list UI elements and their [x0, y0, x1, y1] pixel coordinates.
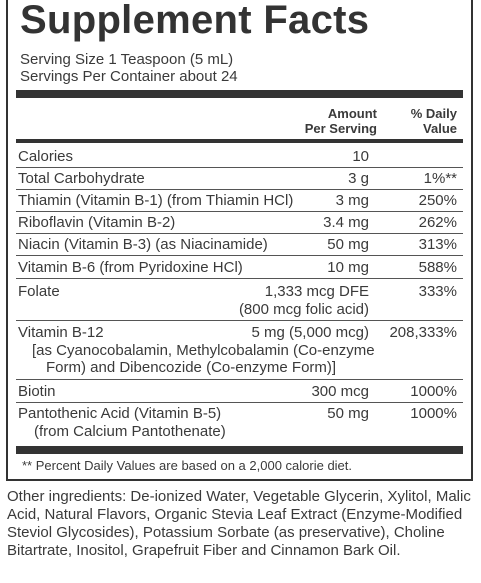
- row-divider: [16, 233, 463, 234]
- row-divider: [16, 379, 463, 380]
- row-divider: [16, 189, 463, 190]
- daily-value-footnote: ** Percent Daily Values are based on a 2…: [22, 458, 353, 473]
- daily-value-header: % Daily Value: [410, 106, 457, 136]
- vitamin-b12-forms-line2: Form) and Dibencozide (Co-enzyme Form)]: [46, 359, 337, 376]
- other-ingredients: Other ingredients: De-ionized Water, Veg…: [7, 488, 471, 559]
- row-divider: [16, 255, 463, 256]
- header-divider: [16, 139, 463, 143]
- supplement-facts-panel: Supplement Facts Serving Size 1 Teaspoon…: [6, 0, 473, 481]
- amount-header: Amount Per Serving: [304, 106, 377, 136]
- vitamin-b12-forms-line1: [as Cyanocobalamin, Methylcobalamin (Co-…: [32, 342, 375, 359]
- row-divider: [16, 402, 463, 403]
- row-divider: [16, 167, 463, 168]
- thick-divider-bottom: [16, 446, 463, 454]
- serving-size: Serving Size 1 Teaspoon (5 mL): [20, 51, 234, 68]
- pantothenic-source: (from Calcium Pantothenate): [34, 423, 226, 440]
- thick-divider-top: [16, 90, 463, 98]
- row-divider: [16, 278, 463, 279]
- panel-title: Supplement Facts: [20, 0, 370, 42]
- servings-per-container: Servings Per Container about 24: [20, 68, 238, 85]
- row-divider: [16, 320, 463, 321]
- row-divider: [16, 211, 463, 212]
- folate-folic-acid: (800 mcg folic acid): [238, 301, 369, 318]
